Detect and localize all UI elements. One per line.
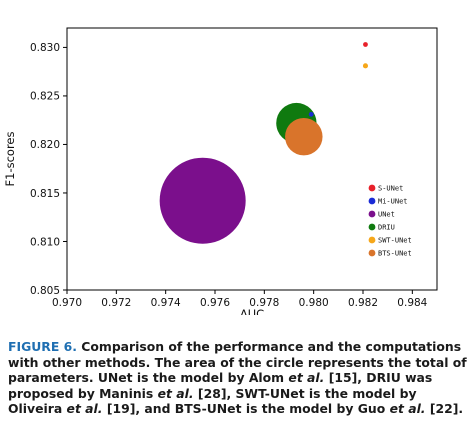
bubble-bts-unet	[285, 117, 323, 156]
x-axis-label: AUC	[240, 307, 264, 315]
x-tick-label: 0.970	[52, 297, 82, 309]
x-tick-label: 0.982	[348, 297, 378, 309]
caption-text-1: Comparison of the performance and the co…	[8, 339, 467, 386]
caption-etal-1: et al.	[288, 370, 325, 386]
x-axis-ticks: 0.970 0.972 0.974 0.976 0.978 0.980 0.982 0.984	[52, 290, 428, 309]
bubble-swt-unet	[362, 63, 369, 69]
y-tick-label: 0.830	[30, 42, 60, 54]
bubble-unet	[159, 157, 246, 244]
legend-marker-driu	[368, 223, 376, 231]
y-tick-label: 0.825	[30, 91, 60, 103]
plot-frame	[66, 27, 438, 291]
x-tick-label: 0.978	[249, 297, 279, 309]
y-axis-ticks: 0.805 0.810 0.815 0.820 0.825 0.830	[30, 42, 67, 297]
y-tick-label: 0.820	[30, 139, 60, 151]
y-tick-label: 0.805	[30, 285, 60, 297]
legend-marker-swt-unet	[368, 236, 376, 244]
legend-label-driu: DRIU	[378, 224, 395, 232]
y-axis-label: F1-scores	[3, 132, 17, 187]
legend-label-mi-unet: Mi-UNet	[378, 198, 408, 206]
x-tick-label: 0.984	[397, 297, 427, 309]
caption-text-3: [28], SWT-UNet is the model by Oliveira	[8, 385, 417, 417]
x-tick-label: 0.976	[200, 297, 230, 309]
caption-etal-4: et al.	[389, 401, 426, 417]
legend-marker-mi-unet	[368, 197, 376, 205]
caption-etal-2: et al.	[157, 385, 194, 401]
figure-label: FIGURE 6.	[8, 339, 77, 354]
x-tick-label: 0.974	[151, 297, 181, 309]
caption-text-5: [22].	[425, 401, 464, 417]
y-tick-label: 0.815	[30, 188, 60, 200]
legend-label-swt-unet: SWT-UNet	[378, 237, 412, 245]
bubble-mi-unet	[308, 111, 314, 117]
caption-text-2: [15], DRIU was proposed by Maninis	[8, 370, 433, 401]
legend-marker-s-unet	[368, 184, 376, 192]
legend: S-UNet Mi-UNet UNet DRIU SWT-UNet BTS-UNet	[368, 184, 412, 258]
caption-text-4: [19], and BTS-UNet is the model by Guo	[102, 401, 390, 417]
y-tick-label: 0.810	[30, 236, 60, 248]
figure-caption: FIGURE 6. Comparison of the performance …	[8, 339, 470, 417]
legend-marker-unet	[368, 210, 376, 218]
x-tick-label: 0.972	[101, 297, 131, 309]
legend-label-bts-unet: BTS-UNet	[378, 250, 412, 258]
caption-etal-3: et al.	[66, 401, 103, 417]
bubbles	[159, 42, 369, 244]
legend-label-unet: UNet	[378, 211, 395, 219]
legend-marker-bts-unet	[368, 249, 376, 257]
x-tick-label: 0.980	[299, 297, 329, 309]
bubble-s-unet	[363, 42, 368, 47]
legend-label-s-unet: S-UNet	[378, 185, 403, 193]
